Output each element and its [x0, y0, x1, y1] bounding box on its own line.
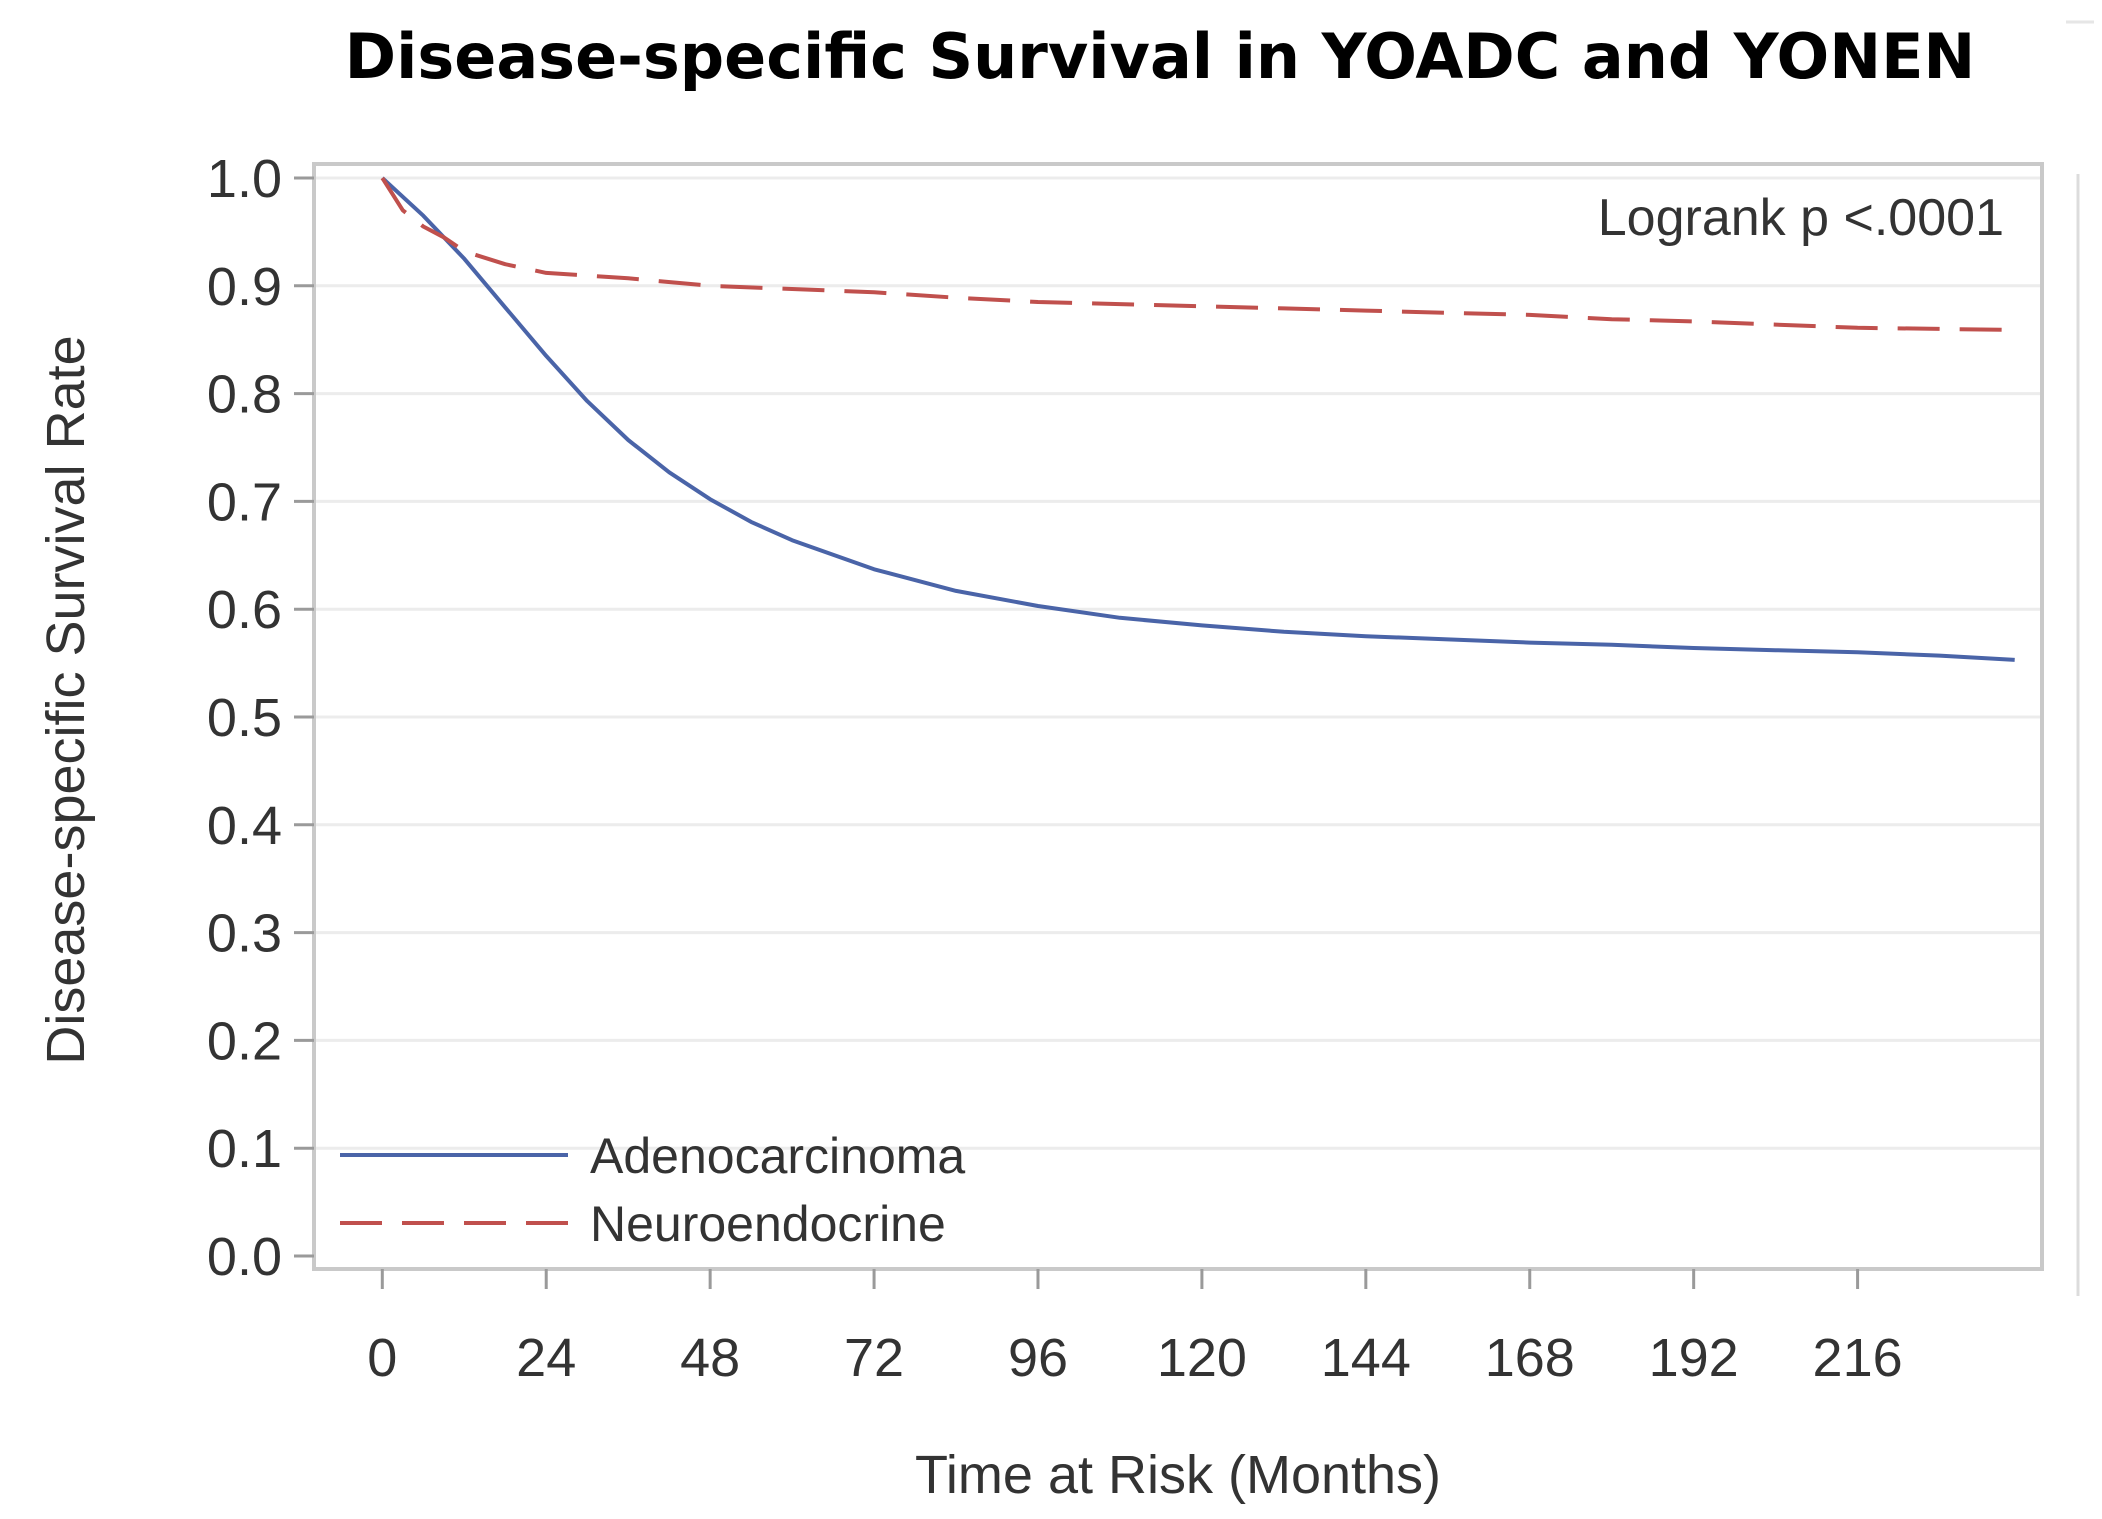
x-tick-label: 72 [844, 1328, 904, 1388]
y-tick-label: 0.2 [207, 1011, 282, 1071]
legend-label-neuroendocrine: Neuroendocrine [590, 1196, 946, 1252]
legend-label-adenocarcinoma: Adenocarcinoma [590, 1128, 965, 1184]
x-tick-label: 144 [1321, 1328, 1411, 1388]
x-axis: 0 24 48 72 96 120 144 168 192 216 [367, 1269, 1903, 1388]
series [380, 176, 2015, 662]
x-tick-label: 96 [1008, 1328, 1068, 1388]
series-line-neuroendocrine [380, 176, 2015, 332]
grid [316, 176, 2040, 1150]
x-tick-label: 192 [1649, 1328, 1739, 1388]
y-tick-label: 1.0 [207, 149, 282, 209]
chart-title: Disease-specific Survival in YOADC and Y… [345, 20, 1976, 93]
y-tick-label: 0.4 [207, 796, 282, 856]
x-axis-title: Time at Risk (Months) [915, 1445, 1441, 1505]
series-line-adenocarcinoma [380, 176, 2015, 662]
y-tick-label: 0.9 [207, 257, 282, 317]
x-tick-label: 120 [1157, 1328, 1247, 1388]
x-tick-label: 168 [1485, 1328, 1575, 1388]
y-tick-label: 0.3 [207, 904, 282, 964]
legend: Adenocarcinoma Neuroendocrine [340, 1128, 965, 1252]
x-tick-label: 0 [367, 1328, 397, 1388]
y-axis: 0.0 0.1 0.2 0.3 0.4 0.5 0.6 0.7 0.8 0.9 1.0 [207, 149, 314, 1287]
y-tick-label: 0.8 [207, 365, 282, 425]
y-axis-title: Disease-specific Survival Rate [36, 335, 96, 1064]
x-tick-label: 48 [680, 1328, 740, 1388]
y-tick-label: 0.5 [207, 688, 282, 748]
x-tick-label: 24 [516, 1328, 576, 1388]
x-tick-label: 216 [1813, 1328, 1903, 1388]
y-tick-label: 0.0 [207, 1227, 282, 1287]
y-tick-label: 0.7 [207, 472, 282, 532]
y-tick-label: 0.6 [207, 580, 282, 640]
y-tick-label: 0.1 [207, 1119, 282, 1179]
logrank-annotation: Logrank p <.0001 [1598, 189, 2004, 247]
